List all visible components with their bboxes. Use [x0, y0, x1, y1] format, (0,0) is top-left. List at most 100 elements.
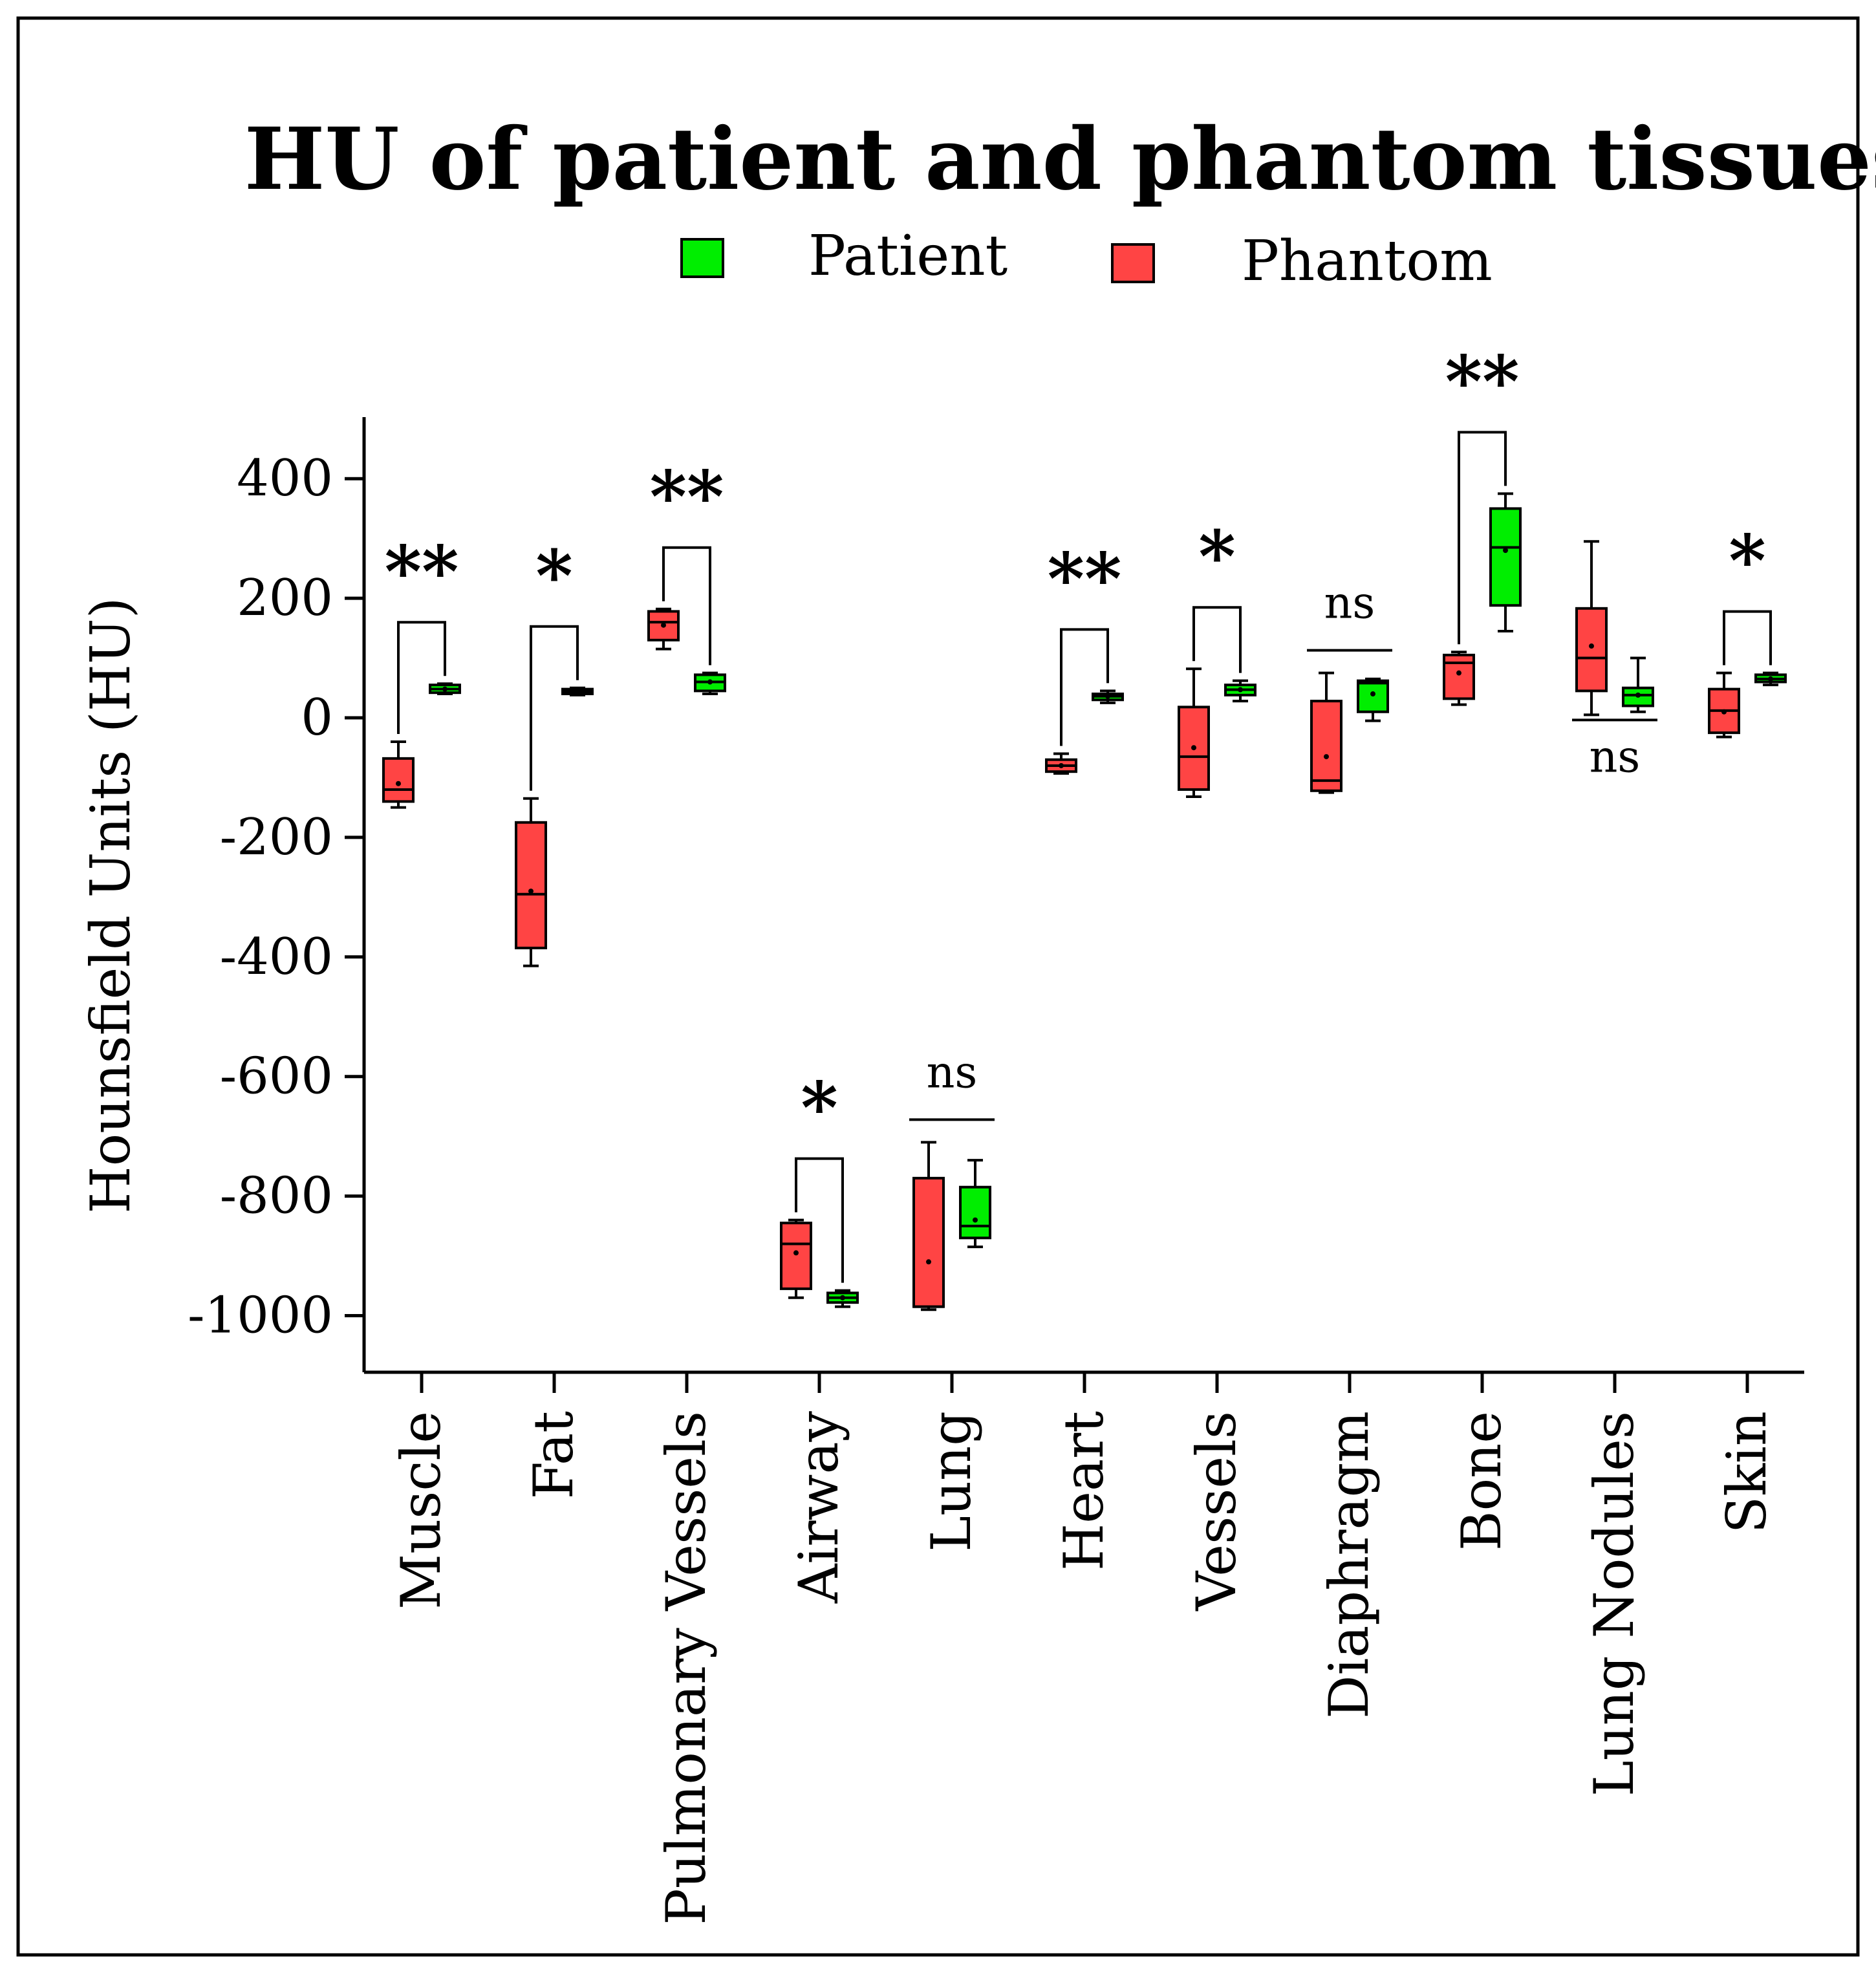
- significance-annotation: *: [530, 534, 579, 791]
- x-tick-label: Bone: [1450, 1411, 1513, 1551]
- box-plot-patient: [1489, 492, 1522, 632]
- mean-point: [1768, 676, 1773, 682]
- box-plot-phantom: [1310, 671, 1342, 794]
- significance-label: *: [1729, 519, 1766, 603]
- x-tick-label: Heart: [1052, 1411, 1116, 1571]
- box-plot-phantom: [647, 607, 680, 651]
- mean-point: [396, 781, 401, 786]
- box-plot-patient: [429, 682, 461, 696]
- mean-point: [1059, 762, 1064, 768]
- x-tick-label: Diaphragm: [1317, 1411, 1381, 1719]
- significance-label: ns: [1590, 731, 1641, 782]
- y-tick-label: -1000: [188, 1287, 333, 1345]
- box-plot-patient: [1224, 679, 1256, 703]
- box-plot-phantom: [515, 797, 547, 967]
- x-tick-label: Airway: [787, 1410, 850, 1604]
- significance-bracket: [1060, 628, 1109, 746]
- significance-bracket: [1723, 610, 1772, 665]
- significance-annotation: ns: [909, 1047, 995, 1121]
- legend: Patient Phantom: [680, 224, 1493, 294]
- mean-point: [1589, 643, 1594, 649]
- legend-swatch-phantom: [1111, 243, 1155, 283]
- axes: 400 200 0 -200 -400 -600 -800 -1000 Muscle Fat Pul…: [188, 417, 1804, 1925]
- y-tick-label: 400: [237, 449, 333, 508]
- box-plot-patient: [1357, 677, 1389, 722]
- significance-label: *: [801, 1066, 838, 1150]
- box-plot-patient: [1092, 689, 1124, 704]
- chart-title: HU of patient and phantom tissues: [244, 109, 1876, 210]
- significance-annotation: **: [1445, 340, 1520, 645]
- significance-label: **: [1047, 537, 1121, 620]
- y-tick-label: 0: [301, 689, 333, 747]
- x-tick-label: Pulmonary Vessels: [654, 1411, 718, 1925]
- mean-point: [528, 889, 534, 894]
- significance-bracket: [1192, 606, 1242, 673]
- significance-bracket: [795, 1157, 844, 1283]
- significance-bracket: [1458, 431, 1507, 645]
- x-tick-label: Skin: [1715, 1411, 1778, 1533]
- x-tick-label: Muscle: [389, 1411, 453, 1610]
- box-plot-phantom: [382, 740, 415, 809]
- mean-point: [575, 689, 580, 695]
- mean-point: [926, 1259, 931, 1265]
- box-plots: [382, 492, 1787, 1311]
- y-tick-label: -200: [220, 808, 333, 867]
- mean-point: [1191, 745, 1196, 751]
- significance-annotation: *: [1723, 519, 1772, 665]
- mean-point: [1503, 548, 1508, 554]
- box: [1489, 507, 1522, 607]
- y-axis-label: Hounsfield Units (HU): [79, 597, 142, 1213]
- box-plot-patient: [561, 686, 594, 696]
- y-tick-label: -400: [220, 928, 333, 986]
- mean-point: [1105, 693, 1110, 699]
- significance-annotation: *: [795, 1066, 844, 1283]
- mean-point: [973, 1217, 978, 1223]
- significance-bracket: [530, 625, 579, 791]
- box-plot-phantom: [1708, 671, 1740, 739]
- significance-annotation: **: [1047, 537, 1122, 746]
- legend-label-phantom: Phantom: [1242, 229, 1493, 294]
- mean-point: [1370, 691, 1375, 697]
- box: [959, 1185, 991, 1240]
- box-plot-phantom: [780, 1218, 812, 1299]
- significance-label: *: [1198, 515, 1236, 598]
- significance-bracket: [662, 546, 711, 665]
- box-plot-phantom: [1443, 651, 1475, 706]
- box-plot-patient: [1754, 671, 1787, 687]
- significance-annotation: **: [649, 455, 724, 665]
- mean-point: [1635, 692, 1641, 698]
- significance-annotation: **: [384, 530, 459, 734]
- mean-point: [793, 1250, 799, 1256]
- significance-label: **: [384, 530, 458, 613]
- box-plot-patient: [826, 1289, 859, 1308]
- x-tick-label: Lung: [920, 1411, 983, 1552]
- mean-point: [1456, 670, 1461, 676]
- mean-point: [661, 622, 666, 628]
- box: [515, 821, 547, 949]
- box: [912, 1176, 945, 1308]
- significance-label: *: [535, 534, 573, 618]
- x-tick-label: Vessels: [1185, 1411, 1248, 1612]
- significance-label: ns: [1324, 578, 1375, 629]
- significance-annotations: ** **** ns** *ns**ns*: [384, 340, 1772, 1283]
- box: [382, 757, 415, 803]
- legend-label-patient: Patient: [808, 224, 1008, 288]
- mean-point: [442, 686, 447, 692]
- significance-bracket: [397, 621, 446, 734]
- box: [780, 1222, 812, 1290]
- box-plot-phantom: [1045, 752, 1077, 775]
- box-plot-patient: [1622, 656, 1654, 713]
- y-tick-label: 200: [237, 569, 333, 627]
- figure-frame: [16, 16, 1860, 1957]
- significance-label: ns: [927, 1047, 978, 1098]
- mean-point: [1238, 687, 1243, 693]
- box-plot-patient: [959, 1159, 991, 1249]
- x-tick-label: Fat: [522, 1411, 585, 1500]
- legend-swatch-patient: [680, 238, 724, 278]
- significance-annotation: ns: [1307, 578, 1392, 652]
- box-plot-phantom: [1178, 667, 1210, 799]
- box-plot-phantom: [912, 1141, 945, 1311]
- mean-point: [1324, 754, 1329, 760]
